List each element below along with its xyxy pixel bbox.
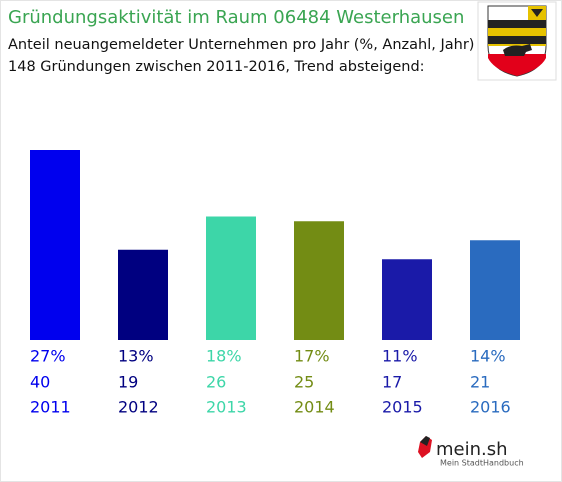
x-tick-label: 2012 — [118, 398, 159, 417]
subtitle: 148 Gründungen zwischen 2011-2016, Trend… — [8, 59, 425, 75]
x-tick-label: 2013 — [206, 398, 247, 417]
bar — [294, 221, 344, 340]
share-label: 14% — [470, 347, 506, 366]
bar — [470, 240, 520, 340]
bar — [382, 259, 432, 340]
count-label: 21 — [470, 373, 490, 392]
brand: mein.sh — [436, 439, 508, 460]
subtitle: Anteil neuangemeldeter Unternehmen pro J… — [8, 37, 474, 53]
bar — [206, 216, 256, 340]
share-label: 11% — [382, 347, 418, 366]
logo: mein.sh Mein StadtHandbuch — [418, 436, 524, 468]
tagline: Mein StadtHandbuch — [440, 459, 524, 468]
count-label: 25 — [294, 373, 314, 392]
x-tick-label: 2015 — [382, 398, 423, 417]
bar — [30, 150, 80, 340]
x-tick-label: 2011 — [30, 398, 71, 417]
share-label: 13% — [118, 347, 154, 366]
bar — [118, 249, 168, 340]
count-label: 26 — [206, 373, 226, 392]
chart-title: Gründungsaktivität im Raum 06484 Westerh… — [8, 7, 464, 28]
coat-of-arms — [477, 1, 557, 81]
x-tick-label: 2014 — [294, 398, 335, 417]
count-label: 19 — [118, 373, 138, 392]
count-label: 40 — [30, 373, 50, 392]
share-label: 18% — [206, 347, 242, 366]
share-label: 27% — [30, 347, 66, 366]
share-label: 17% — [294, 347, 330, 366]
x-tick-label: 2016 — [470, 398, 511, 417]
count-label: 17 — [382, 373, 402, 392]
